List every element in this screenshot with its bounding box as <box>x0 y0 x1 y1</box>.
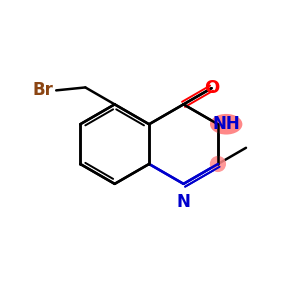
Text: Br: Br <box>32 81 53 99</box>
Ellipse shape <box>210 114 242 134</box>
Text: N: N <box>177 193 190 211</box>
Ellipse shape <box>210 156 226 172</box>
Text: O: O <box>204 79 219 97</box>
Text: NH: NH <box>212 115 240 133</box>
